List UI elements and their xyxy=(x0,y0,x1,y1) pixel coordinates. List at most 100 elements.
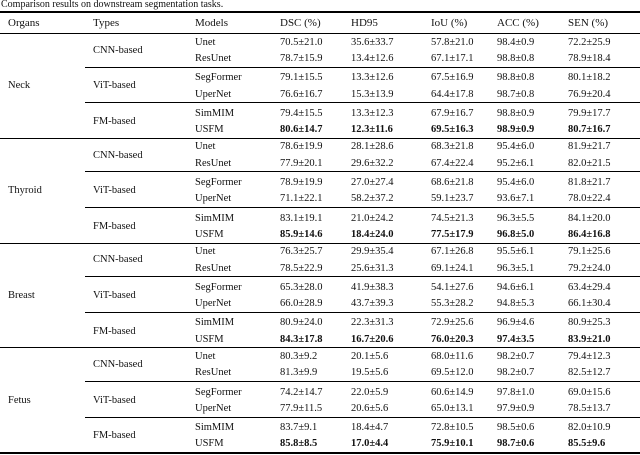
model-cell: UperNet xyxy=(195,402,232,414)
iou-cell: 68.0±11.6 xyxy=(431,350,474,362)
model-cell: Unet xyxy=(195,141,216,153)
dsc-cell: 74.2±14.7 xyxy=(272,380,343,401)
acc-cell: 98.8±0.8 xyxy=(489,66,560,86)
table-row: UperNet 66.0±28.9 43.7±39.3 55.3±28.2 94… xyxy=(0,295,640,312)
dsc-cell: 83.7±9.1 xyxy=(272,416,343,436)
acc-cell: 98.5±0.6 xyxy=(489,416,560,436)
dsc-cell: 81.3±9.9 xyxy=(280,367,318,379)
sen-cell: 76.9±20.4 xyxy=(568,88,611,100)
header-models: Models xyxy=(187,12,272,34)
table-row: UperNet 77.9±11.5 20.6±5.6 65.0±13.1 97.… xyxy=(0,400,640,417)
organ-cell: Breast xyxy=(8,289,35,301)
hd95-cell: 12.3±11.6 xyxy=(351,124,393,136)
hd95-cell: 18.4±4.7 xyxy=(343,416,423,436)
hd95-cell: 29.6±32.2 xyxy=(351,157,394,169)
hd95-cell: 17.0±4.4 xyxy=(351,438,389,450)
table-row: USFM 84.3±17.8 16.7±20.6 76.0±20.3 97.4±… xyxy=(0,331,640,348)
table-row: ResUnet 81.3±9.9 19.5±5.6 69.5±12.0 98.2… xyxy=(0,365,640,382)
sen-cell: 66.1±30.4 xyxy=(568,298,611,310)
header-iou: IoU (%) xyxy=(423,12,489,34)
dsc-cell: 70.5±21.0 xyxy=(280,36,323,48)
iou-cell: 77.5±17.9 xyxy=(431,228,474,240)
table-row: ViT-based SegFormer 74.2±14.7 22.0±5.9 6… xyxy=(0,380,640,418)
dsc-cell: 85.8±8.5 xyxy=(280,438,318,450)
header-dsc: DSC (%) xyxy=(272,12,343,34)
iou-cell: 65.0±13.1 xyxy=(431,402,474,414)
dsc-cell: 80.6±14.7 xyxy=(280,124,323,136)
type-cell: ViT-based xyxy=(85,171,187,208)
sen-cell: 63.4±29.4 xyxy=(560,276,640,296)
dsc-cell: 76.6±16.7 xyxy=(280,88,323,100)
dsc-cell: 79.1±15.5 xyxy=(272,66,343,86)
model-cell: Unet xyxy=(195,36,216,48)
table-row: ResUnet 77.9±20.1 29.6±32.2 67.4±22.4 95… xyxy=(0,155,640,172)
acc-cell: 93.6±7.1 xyxy=(497,193,535,205)
iou-cell: 72.8±10.5 xyxy=(423,416,489,436)
organ-cell: Fetus xyxy=(8,394,31,406)
model-cell: Unet xyxy=(195,246,216,258)
model-cell: SimMIM xyxy=(187,102,272,122)
table-row: FM-based SimMIM 83.7±9.1 18.4±4.7 72.8±1… xyxy=(0,416,640,454)
iou-cell: 69.1±24.1 xyxy=(431,262,474,274)
hd95-cell: 27.0±27.4 xyxy=(343,171,423,191)
table-row: ViT-based SegFormer 79.1±15.5 13.3±12.6 … xyxy=(0,66,640,103)
dsc-cell: 78.7±15.9 xyxy=(280,52,323,64)
dsc-cell: 85.9±14.6 xyxy=(280,228,323,240)
type-cell: ViT-based xyxy=(85,276,187,313)
hd95-cell: 13.4±12.6 xyxy=(351,52,394,64)
type-cell: ViT-based xyxy=(85,380,187,418)
sen-cell: 80.7±16.7 xyxy=(568,124,611,136)
iou-cell: 67.1±26.8 xyxy=(431,246,474,258)
organ-section-breast: Breast CNN-based Unet 76.3±25.7 29.9±35.… xyxy=(0,243,640,348)
dsc-cell: 76.3±25.7 xyxy=(280,246,323,258)
hd95-cell: 13.3±12.6 xyxy=(343,66,423,86)
model-cell: SimMIM xyxy=(187,311,272,332)
table-row: UperNet 71.1±22.1 58.2±37.2 59.1±23.7 93… xyxy=(0,191,640,208)
sen-cell: 82.0±10.9 xyxy=(560,416,640,436)
type-cell: CNN-based xyxy=(93,44,143,56)
acc-cell: 94.6±6.1 xyxy=(489,276,560,296)
sen-cell: 81.8±21.7 xyxy=(560,171,640,191)
table-row: ResUnet 78.5±22.9 25.6±31.3 69.1±24.1 96… xyxy=(0,260,640,277)
acc-cell: 96.8±5.0 xyxy=(497,228,535,240)
sen-cell: 79.2±24.0 xyxy=(568,262,611,274)
model-cell: SimMIM xyxy=(187,206,272,227)
dsc-cell: 77.9±11.5 xyxy=(280,402,323,414)
type-cell: FM-based xyxy=(85,416,187,454)
dsc-cell: 78.6±19.9 xyxy=(280,141,323,153)
table-row: Thyroid CNN-based Unet 78.6±19.9 28.1±28… xyxy=(0,138,640,196)
iou-cell: 69.5±12.0 xyxy=(431,367,474,379)
iou-cell: 76.0±20.3 xyxy=(431,333,474,345)
iou-cell: 67.4±22.4 xyxy=(431,157,474,169)
hd95-cell: 20.1±5.6 xyxy=(351,350,389,362)
acc-cell: 98.9±0.9 xyxy=(497,124,535,136)
sen-cell: 80.1±18.2 xyxy=(560,66,640,86)
model-cell: USFM xyxy=(195,438,224,450)
model-cell: UperNet xyxy=(195,88,232,100)
model-cell: ResUnet xyxy=(195,262,232,274)
iou-cell: 72.9±25.6 xyxy=(423,311,489,332)
acc-cell: 95.4±6.0 xyxy=(497,141,535,153)
dsc-cell: 77.9±20.1 xyxy=(280,157,323,169)
model-cell: USFM xyxy=(195,333,224,345)
iou-cell: 59.1±23.7 xyxy=(431,193,474,205)
acc-cell: 95.5±6.1 xyxy=(497,246,535,258)
hd95-cell: 15.3±13.9 xyxy=(351,88,394,100)
acc-cell: 95.4±6.0 xyxy=(489,171,560,191)
acc-cell: 96.3±5.1 xyxy=(497,262,535,274)
model-cell: ResUnet xyxy=(195,52,232,64)
model-cell: ResUnet xyxy=(195,367,232,379)
iou-cell: 68.3±21.8 xyxy=(431,141,474,153)
acc-cell: 95.2±6.1 xyxy=(497,157,535,169)
hd95-cell: 16.7±20.6 xyxy=(351,333,394,345)
sen-cell: 80.9±25.3 xyxy=(560,311,640,332)
model-cell: UperNet xyxy=(195,298,232,310)
sen-cell: 79.4±12.3 xyxy=(568,350,611,362)
iou-cell: 74.5±21.3 xyxy=(423,206,489,227)
iou-cell: 55.3±28.2 xyxy=(431,298,474,310)
iou-cell: 67.1±17.1 xyxy=(431,52,474,64)
table-row: FM-based SimMIM 83.1±19.1 21.0±24.2 74.5… xyxy=(0,206,640,244)
acc-cell: 96.3±5.5 xyxy=(489,206,560,227)
table-row: USFM 80.6±14.7 12.3±11.6 69.5±16.3 98.9±… xyxy=(0,121,640,138)
acc-cell: 97.9±0.9 xyxy=(497,402,535,414)
